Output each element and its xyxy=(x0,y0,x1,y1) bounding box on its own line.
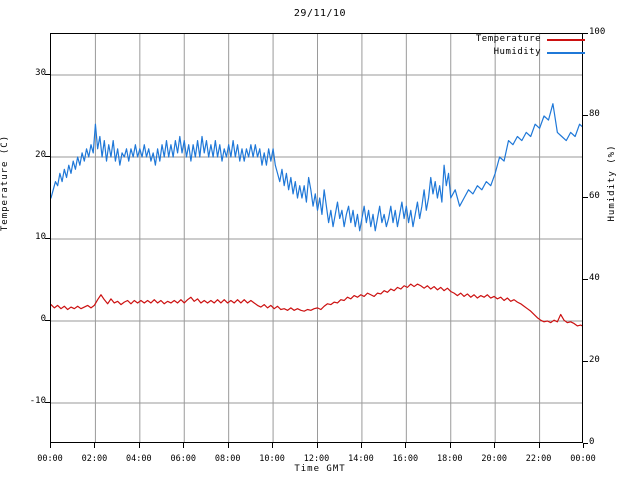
y-tick-right: 100 xyxy=(589,27,606,37)
y-tick-mark-right xyxy=(583,279,588,280)
x-tick-mark xyxy=(583,443,584,448)
y-axis-right-label: Humidity (%) xyxy=(607,144,617,222)
y-tick-left: 20 xyxy=(35,150,46,160)
x-tick-mark xyxy=(405,443,407,448)
y-tick-right: 40 xyxy=(589,273,600,283)
chart-legend: Temperature Humidity xyxy=(440,33,585,59)
x-tick-label: 14:00 xyxy=(348,454,374,464)
legend-color-swatch xyxy=(547,51,585,54)
legend-item-temperature: Temperature xyxy=(440,33,585,46)
plot-svg xyxy=(51,34,582,442)
y-tick-left: 0 xyxy=(40,314,46,324)
y-tick-mark-right xyxy=(583,361,588,362)
y-tick-right: 0 xyxy=(589,437,595,447)
x-tick-mark xyxy=(538,443,540,448)
x-tick-label: 00:00 xyxy=(570,454,596,464)
y-tick-mark-left xyxy=(45,74,50,75)
legend-color-swatch xyxy=(547,38,585,41)
x-tick-mark xyxy=(316,443,318,448)
x-tick-label: 06:00 xyxy=(170,454,197,464)
y-tick-left: 30 xyxy=(35,68,46,78)
x-tick-label: 12:00 xyxy=(303,454,330,464)
y-tick-left: 10 xyxy=(35,232,46,242)
x-tick-mark xyxy=(360,443,362,448)
y-tick-mark-right xyxy=(583,33,588,34)
x-tick-mark xyxy=(494,443,496,448)
x-tick-label: 02:00 xyxy=(81,454,108,464)
x-tick-mark xyxy=(449,443,451,448)
x-tick-label: 08:00 xyxy=(214,454,241,464)
x-tick-mark xyxy=(272,443,274,448)
y-axis-right-ticks: 0 20 40 60 80 100 xyxy=(583,0,639,480)
x-tick-label: 04:00 xyxy=(126,454,152,464)
y-tick-right: 60 xyxy=(589,191,600,201)
x-tick-mark xyxy=(94,443,96,448)
x-tick-mark xyxy=(227,443,229,448)
y-tick-mark-right xyxy=(583,115,588,116)
x-tick-label: 00:00 xyxy=(37,454,63,464)
y-axis-left-label: Temperature (C) xyxy=(0,134,10,232)
x-tick-mark xyxy=(183,443,185,448)
y-tick-mark-right xyxy=(583,197,588,198)
x-tick-label: 16:00 xyxy=(392,454,419,464)
y-tick-mark-right xyxy=(583,443,588,444)
y-tick-left: -10 xyxy=(29,396,46,406)
legend-label: Temperature xyxy=(475,34,541,44)
x-tick-mark xyxy=(50,443,51,448)
x-axis-ticks: 00:00 02:00 04:00 06:00 08:00 10:00 12:00 14:00… xyxy=(0,443,640,464)
x-tick-label: 10:00 xyxy=(259,454,285,464)
y-tick-mark-left xyxy=(45,156,50,157)
legend-item-humidity: Humidity xyxy=(440,46,585,59)
y-axis-left-ticks: -10 0 10 20 30 xyxy=(0,0,50,480)
plot-area xyxy=(50,33,583,443)
y-tick-right: 80 xyxy=(589,109,600,119)
x-tick-label: 18:00 xyxy=(436,454,463,464)
y-tick-right: 20 xyxy=(589,355,600,365)
y-tick-mark-left xyxy=(45,238,50,239)
x-tick-label: 22:00 xyxy=(525,454,552,464)
y-tick-mark-left xyxy=(45,320,50,321)
chart-title: 29/11/10 xyxy=(293,8,347,19)
y-tick-mark-left xyxy=(45,402,50,403)
x-tick-label: 20:00 xyxy=(481,454,507,464)
x-tick-mark xyxy=(138,443,140,448)
x-axis-label: Time GMT xyxy=(294,464,346,474)
legend-label: Humidity xyxy=(493,47,541,57)
